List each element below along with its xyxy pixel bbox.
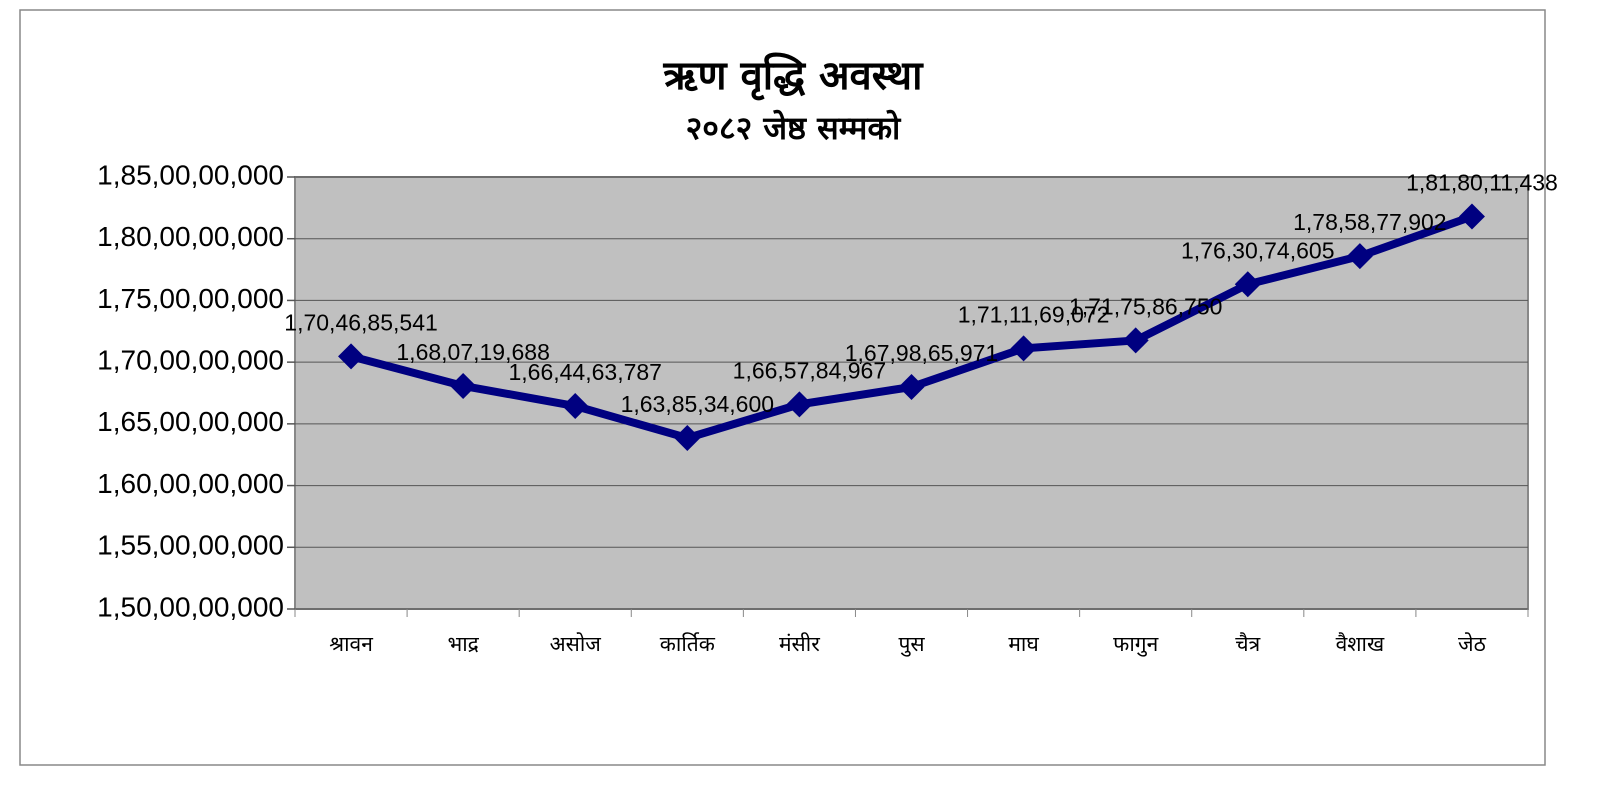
data-label: 1,68,07,19,688 <box>396 339 549 365</box>
chart-subtitle: २०८२ जेष्ठ सम्मको <box>686 109 902 147</box>
y-tick-label: 1,60,00,00,000 <box>97 468 284 499</box>
x-tick-label: वैशाख <box>1336 632 1385 656</box>
data-label: 1,76,30,74,605 <box>1181 237 1334 263</box>
y-tick-label: 1,65,00,00,000 <box>97 406 284 437</box>
data-marker <box>338 343 365 370</box>
data-marker <box>786 391 813 418</box>
data-label: 1,63,85,34,600 <box>621 391 774 417</box>
x-tick-label: चैत्र <box>1235 632 1260 656</box>
data-marker <box>1234 271 1261 298</box>
data-marker <box>562 393 589 420</box>
data-label: 1,66,44,63,787 <box>508 359 661 385</box>
y-tick-label: 1,70,00,00,000 <box>97 345 284 376</box>
data-label: 1,71,11,69,072 <box>958 301 1110 327</box>
data-marker <box>1346 243 1373 270</box>
data-marker <box>450 372 477 399</box>
x-tick-label: माघ <box>1008 632 1039 656</box>
x-tick-label: पुस <box>898 632 925 657</box>
x-tick-label: श्रावन <box>329 632 373 656</box>
x-tick-label: फागुन <box>1113 632 1158 657</box>
data-label: 1,81,80,11,438 <box>1406 170 1558 196</box>
data-label: 1,70,46,85,541 <box>284 309 437 335</box>
x-tick-label: भाद्र <box>447 632 479 656</box>
data-label: 1,67,98,65,971 <box>845 340 998 366</box>
data-marker <box>1010 335 1037 362</box>
data-marker <box>898 373 925 400</box>
chart-title: ऋण वृद्धि अवस्था <box>663 52 925 101</box>
data-label: 1,66,57,84,967 <box>733 357 886 383</box>
x-tick-label: असोज <box>550 632 602 656</box>
y-tick-label: 1,80,00,00,000 <box>97 221 284 252</box>
data-marker <box>674 425 701 452</box>
x-tick-label: जेठ <box>1458 632 1487 656</box>
y-tick-label: 1,85,00,00,000 <box>97 159 284 190</box>
data-marker <box>1122 327 1149 354</box>
data-marker <box>1458 203 1485 230</box>
y-tick-label: 1,55,00,00,000 <box>97 530 284 561</box>
data-label: 1,71,75,86,750 <box>1069 294 1222 320</box>
y-tick-label: 1,50,00,00,000 <box>97 591 284 622</box>
x-tick-label: कार्तिक <box>660 632 716 656</box>
x-tick-label: मंसीर <box>779 632 820 656</box>
y-tick-label: 1,75,00,00,000 <box>97 283 284 314</box>
data-label: 1,78,58,77,902 <box>1293 209 1446 235</box>
